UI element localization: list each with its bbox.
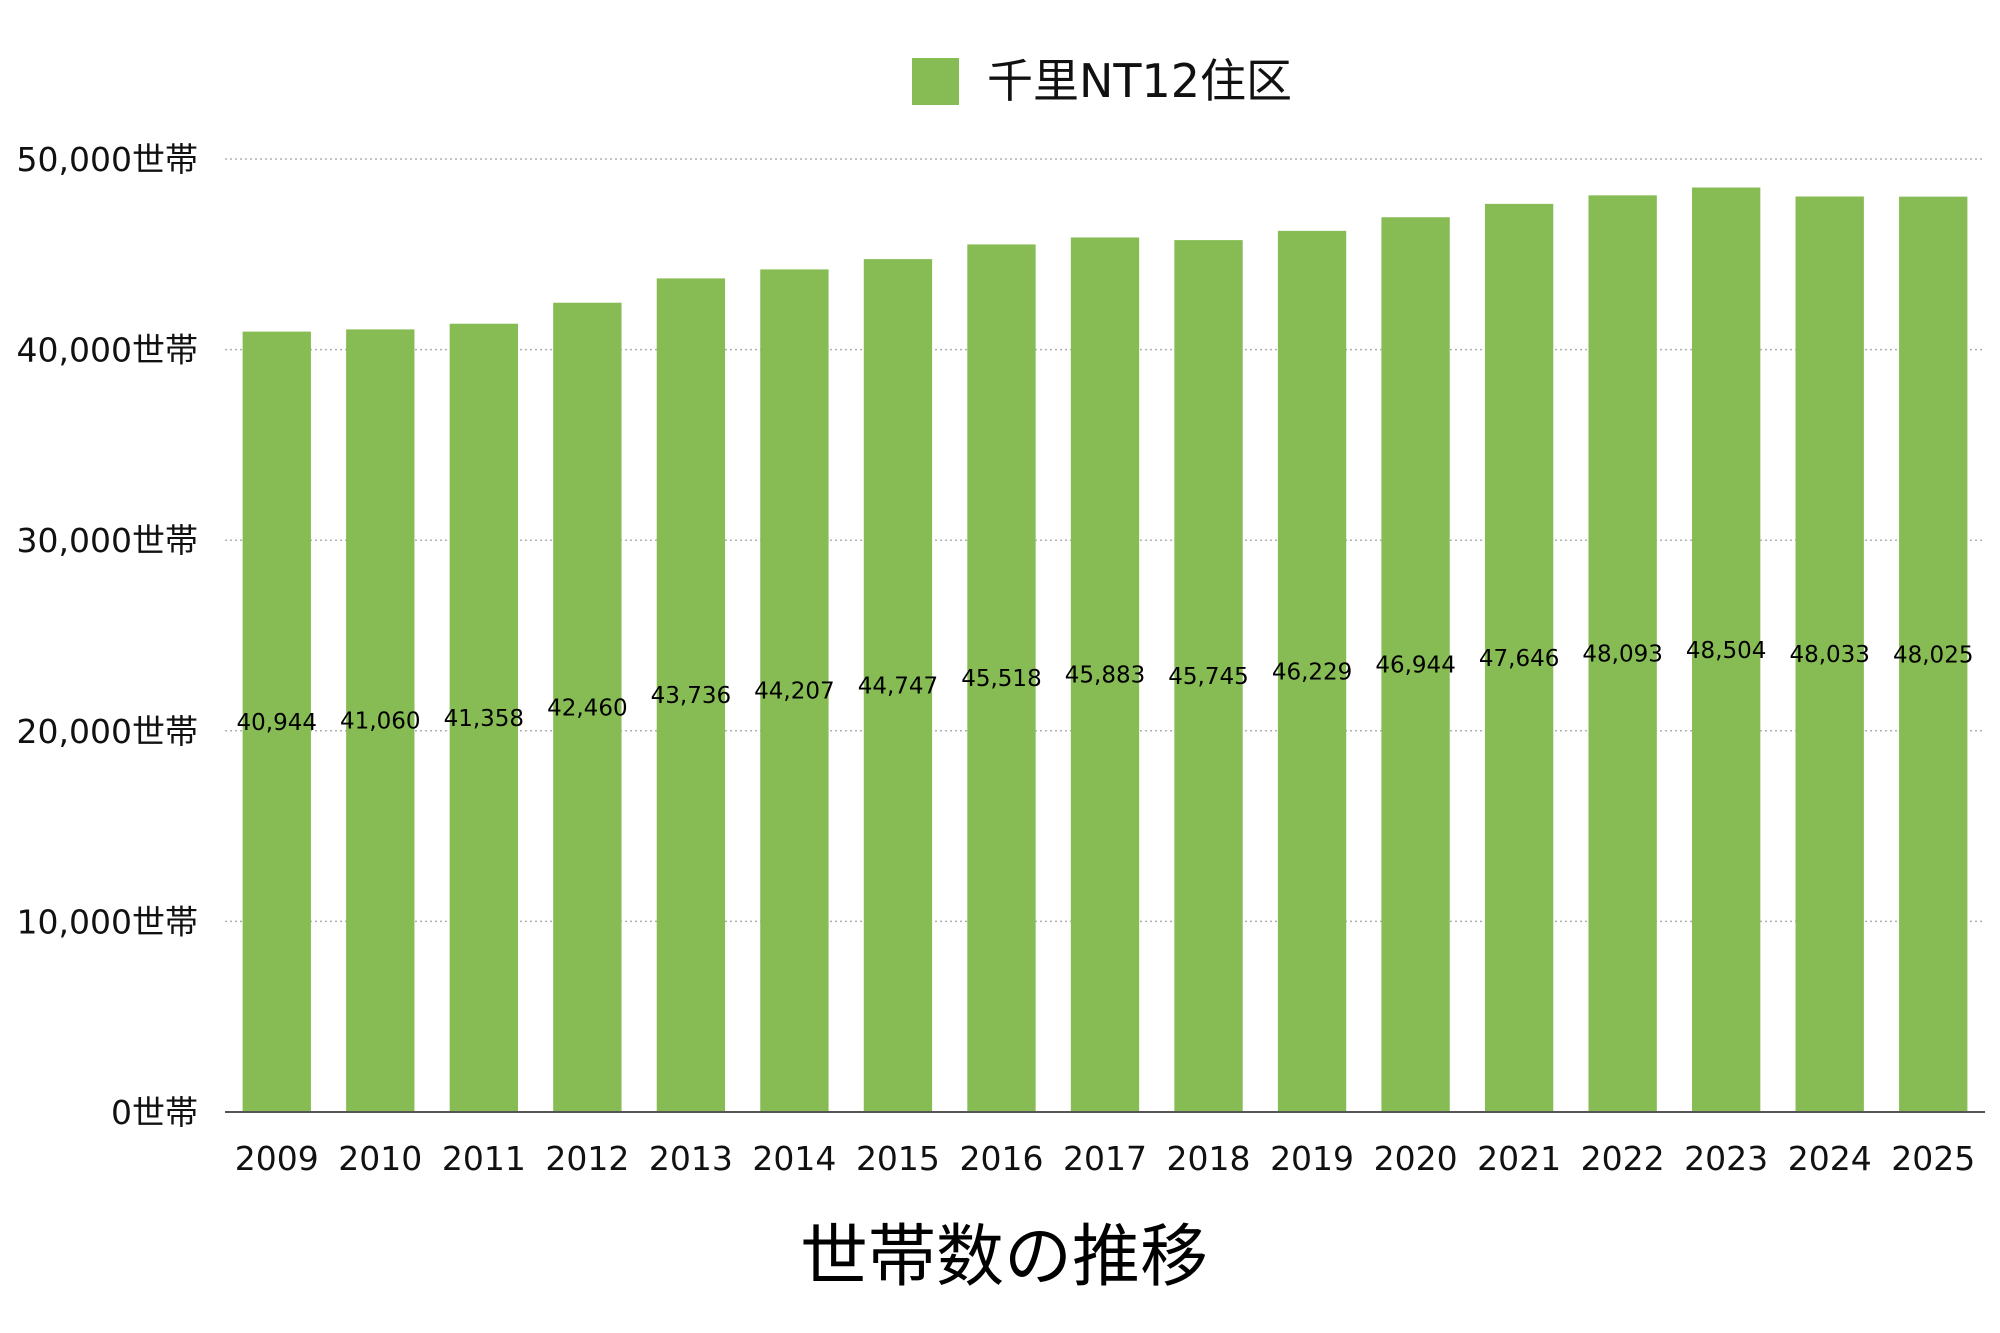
x-tick-label: 2010	[338, 1139, 422, 1178]
bar	[449, 323, 518, 1112]
data-label: 48,504	[1686, 638, 1766, 664]
data-labels: 40,944 41,060 41,358 42,460 43,736 44,207 44,7…	[237, 638, 1974, 736]
y-tick-label: 40,000世帯	[17, 331, 198, 370]
x-tick-label: 2022	[1581, 1139, 1665, 1178]
bar	[1070, 237, 1140, 1112]
x-tick-label: 2019	[1270, 1139, 1354, 1178]
bar	[1277, 230, 1347, 1113]
y-tick-label: 0世帯	[111, 1093, 198, 1132]
bar	[967, 244, 1036, 1112]
legend-swatch	[912, 58, 959, 105]
y-axis-ticks: 0世帯 10,000世帯 20,000世帯 30,000世帯 40,000世帯 50,00…	[17, 140, 198, 1132]
data-label: 44,747	[858, 674, 938, 700]
legend: 千里NT12住区	[912, 54, 1292, 108]
y-tick-label: 10,000世帯	[17, 902, 198, 941]
bar	[1795, 196, 1864, 1112]
data-label: 48,025	[1893, 642, 1973, 668]
chart-title: 世帯数の推移	[800, 1218, 1208, 1297]
legend-label: 千里NT12住区	[987, 54, 1292, 108]
bar	[1484, 203, 1554, 1112]
x-tick-label: 2009	[235, 1139, 319, 1178]
data-label: 47,646	[1479, 646, 1559, 672]
data-label: 43,736	[651, 683, 731, 709]
x-tick-label: 2016	[959, 1139, 1043, 1178]
data-label: 45,883	[1065, 663, 1145, 689]
x-tick-label: 2011	[442, 1139, 526, 1178]
x-tick-label: 2023	[1684, 1139, 1768, 1178]
x-tick-label: 2013	[649, 1139, 733, 1178]
x-axis-ticks: 2009 2010 2011 2012 2013 2014 2015 2016 2017 2018…	[235, 1139, 1975, 1178]
data-label: 41,060	[340, 709, 420, 735]
bar	[242, 331, 311, 1112]
x-tick-label: 2021	[1477, 1139, 1561, 1178]
bar	[1381, 217, 1450, 1112]
data-label: 46,944	[1375, 653, 1455, 679]
bars	[242, 187, 1968, 1113]
data-label: 45,745	[1168, 664, 1248, 690]
data-label: 46,229	[1272, 659, 1352, 685]
bar	[760, 269, 829, 1113]
data-label: 44,207	[754, 679, 834, 705]
x-tick-label: 2017	[1063, 1139, 1147, 1178]
x-tick-label: 2012	[545, 1139, 629, 1178]
x-tick-label: 2014	[752, 1139, 836, 1178]
data-label: 48,093	[1582, 642, 1662, 668]
bar	[1174, 240, 1243, 1113]
x-tick-label: 2024	[1788, 1139, 1872, 1178]
x-tick-label: 2015	[856, 1139, 940, 1178]
x-tick-label: 2020	[1374, 1139, 1458, 1178]
data-label: 42,460	[547, 695, 627, 721]
bar	[1899, 196, 1968, 1112]
y-tick-label: 20,000世帯	[17, 712, 198, 751]
bar	[656, 278, 726, 1112]
bar	[346, 329, 415, 1113]
x-tick-label: 2018	[1167, 1139, 1251, 1178]
bar	[863, 259, 933, 1112]
data-label: 41,358	[444, 706, 524, 732]
data-label: 40,944	[237, 710, 317, 736]
y-tick-label: 50,000世帯	[17, 140, 198, 179]
bar	[553, 302, 622, 1112]
x-tick-label: 2025	[1891, 1139, 1975, 1178]
data-label: 48,033	[1789, 642, 1869, 668]
data-label: 45,518	[961, 666, 1041, 692]
bar	[1692, 187, 1761, 1112]
bar	[1588, 195, 1657, 1113]
y-tick-label: 30,000世帯	[17, 521, 198, 560]
